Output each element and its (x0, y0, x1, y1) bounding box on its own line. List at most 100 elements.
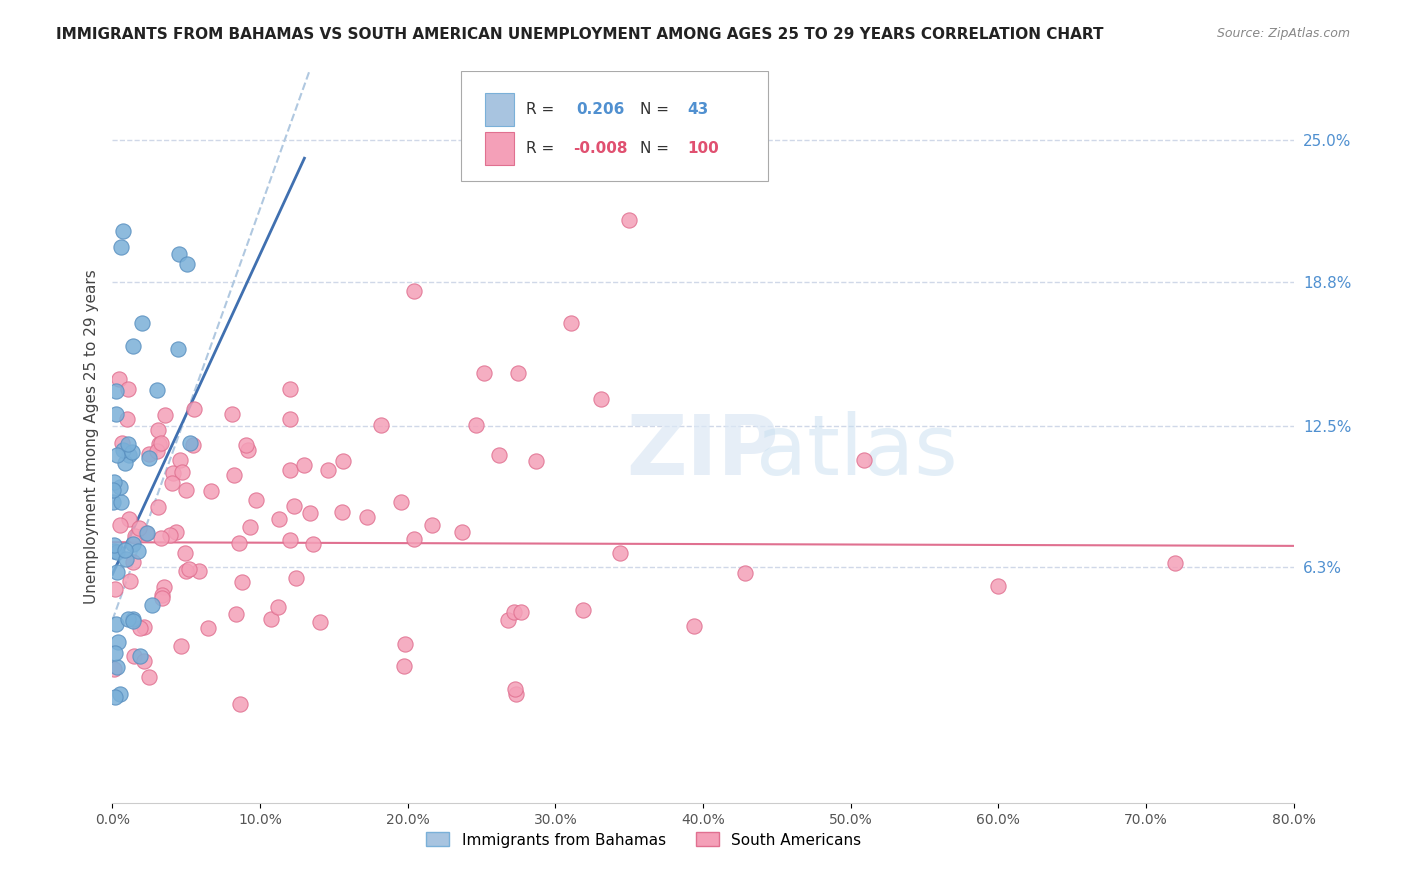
South Americans (370, 417, 392, 432)
South Americans (150, 588, 173, 602)
Y-axis label: Unemployment Among Ages 25 to 29 years: Unemployment Among Ages 25 to 29 years (83, 269, 98, 605)
South Americans (420, 517, 443, 532)
Immigrants from Bahamas (103, 544, 125, 558)
South Americans (853, 452, 876, 467)
South Americans (169, 452, 191, 467)
South Americans (111, 436, 134, 450)
South Americans (177, 562, 200, 576)
South Americans (239, 520, 262, 534)
Immigrants from Bahamas (131, 316, 153, 330)
South Americans (560, 316, 582, 330)
South Americans (132, 620, 155, 634)
South Americans (155, 409, 177, 423)
South Americans (394, 637, 416, 651)
South Americans (224, 468, 246, 483)
Immigrants from Bahamas (122, 614, 145, 628)
South Americans (183, 401, 205, 416)
South Americans (228, 697, 250, 711)
South Americans (174, 564, 197, 578)
Text: Source: ZipAtlas.com: Source: ZipAtlas.com (1216, 27, 1350, 40)
South Americans (356, 510, 378, 524)
South Americans (197, 621, 219, 635)
South Americans (488, 448, 510, 462)
South Americans (153, 580, 176, 594)
South Americans (524, 454, 547, 468)
Immigrants from Bahamas (179, 436, 201, 450)
South Americans (683, 619, 706, 633)
South Americans (118, 574, 141, 588)
South Americans (330, 505, 353, 519)
Text: ZIP: ZIP (627, 411, 779, 492)
South Americans (159, 528, 181, 542)
South Americans (506, 366, 529, 380)
South Americans (496, 614, 519, 628)
South Americans (129, 621, 152, 635)
Immigrants from Bahamas (107, 635, 129, 649)
South Americans (138, 447, 160, 461)
South Americans (269, 512, 291, 526)
South Americans (278, 533, 301, 547)
South Americans (160, 475, 183, 490)
South Americans (302, 537, 325, 551)
Immigrants from Bahamas (114, 456, 136, 470)
South Americans (734, 566, 756, 581)
Immigrants from Bahamas (103, 475, 125, 489)
South Americans (228, 536, 250, 550)
South Americans (619, 213, 641, 227)
South Americans (176, 483, 198, 497)
South Americans (170, 639, 193, 653)
Immigrants from Bahamas (105, 660, 128, 674)
South Americans (128, 521, 150, 535)
South Americans (162, 466, 184, 480)
South Americans (118, 512, 141, 526)
Text: 100: 100 (688, 141, 720, 156)
Text: N =: N = (640, 102, 669, 117)
Immigrants from Bahamas (111, 224, 134, 238)
Immigrants from Bahamas (121, 444, 143, 458)
South Americans (221, 407, 243, 421)
South Americans (132, 654, 155, 668)
South Americans (225, 607, 247, 622)
Immigrants from Bahamas (122, 537, 145, 551)
South Americans (394, 659, 416, 673)
South Americans (188, 564, 211, 578)
Immigrants from Bahamas (108, 481, 131, 495)
South Americans (165, 524, 187, 539)
Immigrants from Bahamas (141, 599, 163, 613)
South Americans (238, 442, 260, 457)
South Americans (283, 499, 305, 513)
South Americans (146, 443, 169, 458)
South Americans (502, 605, 524, 619)
Immigrants from Bahamas (101, 495, 124, 509)
South Americans (292, 458, 315, 472)
South Americans (450, 525, 472, 540)
South Americans (266, 600, 288, 615)
South Americans (231, 574, 253, 589)
South Americans (278, 412, 301, 426)
Immigrants from Bahamas (138, 451, 160, 466)
Immigrants from Bahamas (111, 443, 134, 458)
Immigrants from Bahamas (115, 552, 138, 566)
South Americans (200, 484, 222, 499)
Immigrants from Bahamas (107, 448, 129, 462)
Immigrants from Bahamas (135, 525, 157, 540)
Immigrants from Bahamas (146, 383, 169, 397)
South Americans (122, 649, 145, 664)
Text: R =: R = (526, 141, 554, 156)
Text: IMMIGRANTS FROM BAHAMAS VS SOUTH AMERICAN UNEMPLOYMENT AMONG AGES 25 TO 29 YEARS: IMMIGRANTS FROM BAHAMAS VS SOUTH AMERICA… (56, 27, 1104, 42)
Immigrants from Bahamas (117, 612, 139, 626)
South Americans (104, 582, 127, 596)
South Americans (245, 492, 267, 507)
South Americans (309, 615, 332, 630)
Text: R =: R = (526, 102, 554, 117)
South Americans (260, 612, 283, 626)
South Americans (138, 670, 160, 684)
Immigrants from Bahamas (103, 483, 125, 497)
South Americans (170, 466, 193, 480)
South Americans (115, 412, 138, 426)
Immigrants from Bahamas (118, 448, 141, 462)
Immigrants from Bahamas (105, 407, 128, 421)
Immigrants from Bahamas (108, 687, 131, 701)
South Americans (103, 661, 125, 675)
South Americans (572, 603, 595, 617)
